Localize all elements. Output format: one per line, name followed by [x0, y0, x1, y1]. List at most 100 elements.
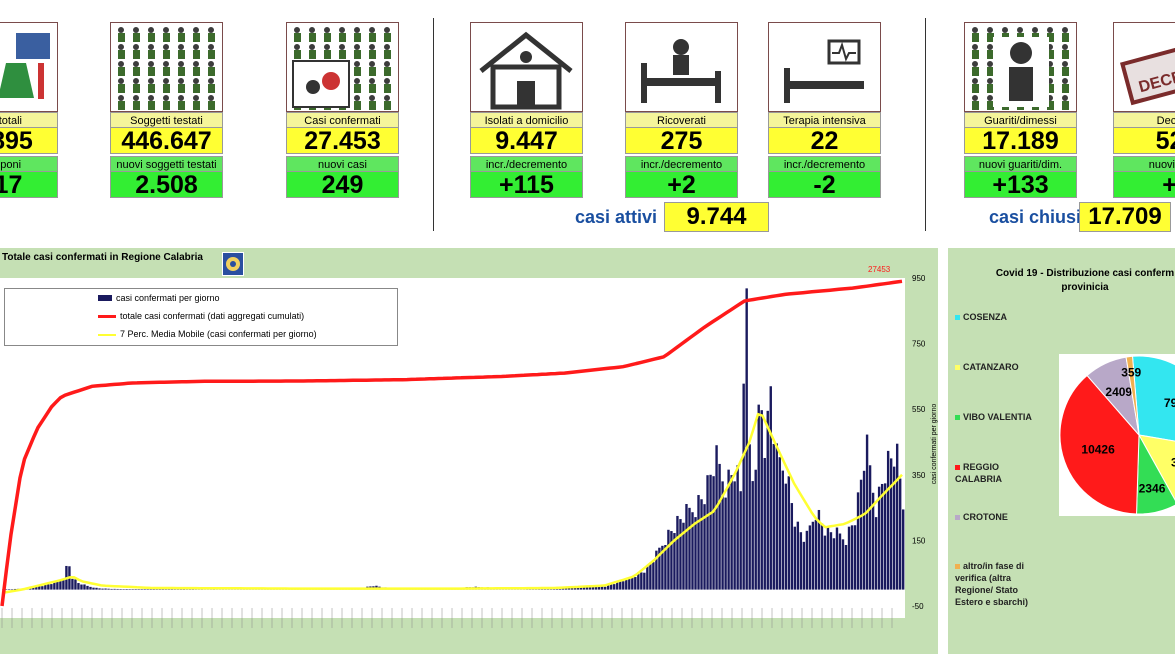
daily-case-bar [769, 386, 772, 590]
stamp-icon: DECE [1113, 22, 1175, 112]
cumulative-line [0, 279, 903, 607]
daily-case-bar [640, 572, 643, 590]
daily-case-bar [700, 499, 703, 590]
daily-case-bar [56, 580, 59, 590]
card-value: 17.189 [964, 127, 1077, 155]
pie-legend-item: VIBO VALENTIA [955, 411, 1035, 423]
daily-case-bar [817, 509, 821, 590]
daily-case-bar [721, 481, 724, 590]
daily-case-bar [188, 589, 192, 590]
daily-case-bar [754, 469, 757, 590]
daily-case-bar [119, 589, 122, 590]
pie-slice-reggio [1059, 374, 1140, 515]
daily-case-bar [643, 572, 646, 590]
daily-case-bar [182, 589, 186, 590]
daily-case-bar [739, 491, 742, 590]
daily-case-bar [579, 587, 583, 590]
daily-case-bar [868, 465, 872, 590]
y-tick-label: 950 [912, 274, 926, 283]
main-chart: 950 750 550 350 150 -50 casi confermati per gi… [0, 265, 938, 628]
card-delta-label: incr./decremento [625, 156, 738, 172]
pie-legend-label: VIBO VALENTIA [963, 412, 1032, 422]
daily-case-bar [649, 563, 652, 590]
daily-case-bar [895, 443, 899, 590]
daily-case-bar [727, 469, 730, 590]
daily-case-bar [86, 585, 89, 590]
daily-case-bar [125, 589, 128, 590]
daily-case-bar [706, 475, 709, 590]
daily-case-bar [709, 474, 712, 590]
daily-case-bar [691, 512, 694, 590]
divider [433, 18, 434, 231]
daily-case-bar [736, 465, 739, 590]
card-value: 5.895 [0, 127, 58, 155]
daily-case-bar [110, 588, 113, 590]
daily-case-bar [871, 492, 875, 590]
pie-legend-swatch [955, 564, 960, 570]
daily-case-bar [814, 519, 818, 590]
daily-case-bar [902, 509, 905, 590]
daily-case-bar [176, 589, 179, 590]
house-icon [470, 22, 583, 112]
daily-case-bar [889, 458, 893, 590]
daily-case-bar [778, 457, 781, 590]
daily-case-bar [44, 584, 47, 590]
daily-case-bar [155, 589, 158, 590]
card-label: oni totali [0, 112, 58, 128]
pie-legend-swatch [955, 415, 960, 421]
daily-case-bar [670, 531, 673, 590]
daily-case-bar [682, 522, 685, 590]
daily-case-bar [760, 410, 763, 590]
card-label: Ricoverati [625, 112, 738, 128]
daily-case-bar [591, 586, 595, 590]
daily-case-bar [98, 588, 101, 590]
daily-case-bar [811, 521, 815, 590]
daily-case-bar [610, 584, 613, 590]
card-value: 275 [625, 127, 738, 155]
daily-case-bar [793, 526, 797, 590]
pie-legend-item: CROTONE [955, 511, 1035, 523]
daily-case-bar [585, 586, 589, 590]
daily-case-bar [71, 578, 74, 590]
pie-legend-item: CATANZARO [955, 361, 1035, 373]
daily-case-bar [179, 589, 182, 590]
daily-case-bar [104, 588, 107, 590]
daily-case-bar [137, 589, 140, 590]
hospital-bed-icon [625, 22, 738, 112]
people-grid-icon [110, 22, 223, 112]
card-delta-value: 517 [0, 171, 58, 199]
daily-case-bar [604, 586, 607, 590]
casi-attivi-value: 9.744 [664, 202, 769, 232]
virus-sneeze-icon [286, 22, 399, 112]
daily-case-bar [646, 565, 649, 590]
card-delta-value: + [1113, 171, 1175, 199]
card-label: Soggetti testati [110, 112, 223, 128]
daily-case-bar [658, 547, 661, 590]
pie-legend-label: CATANZARO [963, 362, 1019, 372]
daily-case-bar [832, 538, 836, 590]
recovered-person-icon [964, 22, 1077, 112]
daily-case-bar [781, 470, 784, 590]
y-tick-label: 350 [912, 471, 926, 480]
daily-case-bar [820, 523, 824, 590]
icu-monitor-icon [768, 22, 881, 112]
pie-legend-label: altro/in fase di verifica (altra Regione… [955, 561, 1029, 607]
daily-case-bar [898, 478, 902, 590]
pie-value-label: 2409 [1105, 385, 1132, 399]
y-axis-label: casi confermati per giorno [931, 404, 938, 485]
daily-case-bar [625, 578, 628, 590]
legend-label: casi confermati per giorno [116, 293, 220, 303]
pie-legend-item: REGGIO CALABRIA [955, 461, 1035, 485]
daily-case-bar [787, 476, 791, 590]
pie-value-label: 39 [1171, 455, 1175, 469]
daily-case-bar [667, 529, 670, 590]
pie-legend-label: REGGIO CALABRIA [955, 462, 1002, 484]
pie-legend-swatch [955, 465, 960, 471]
card-delta-label: incr./decremento [470, 156, 583, 172]
daily-case-bar [847, 526, 851, 590]
daily-case-bar [101, 588, 104, 590]
daily-case-bar [588, 586, 592, 590]
daily-case-bar [799, 532, 803, 590]
daily-case-bar [11, 589, 14, 590]
daily-case-bar [808, 525, 812, 590]
